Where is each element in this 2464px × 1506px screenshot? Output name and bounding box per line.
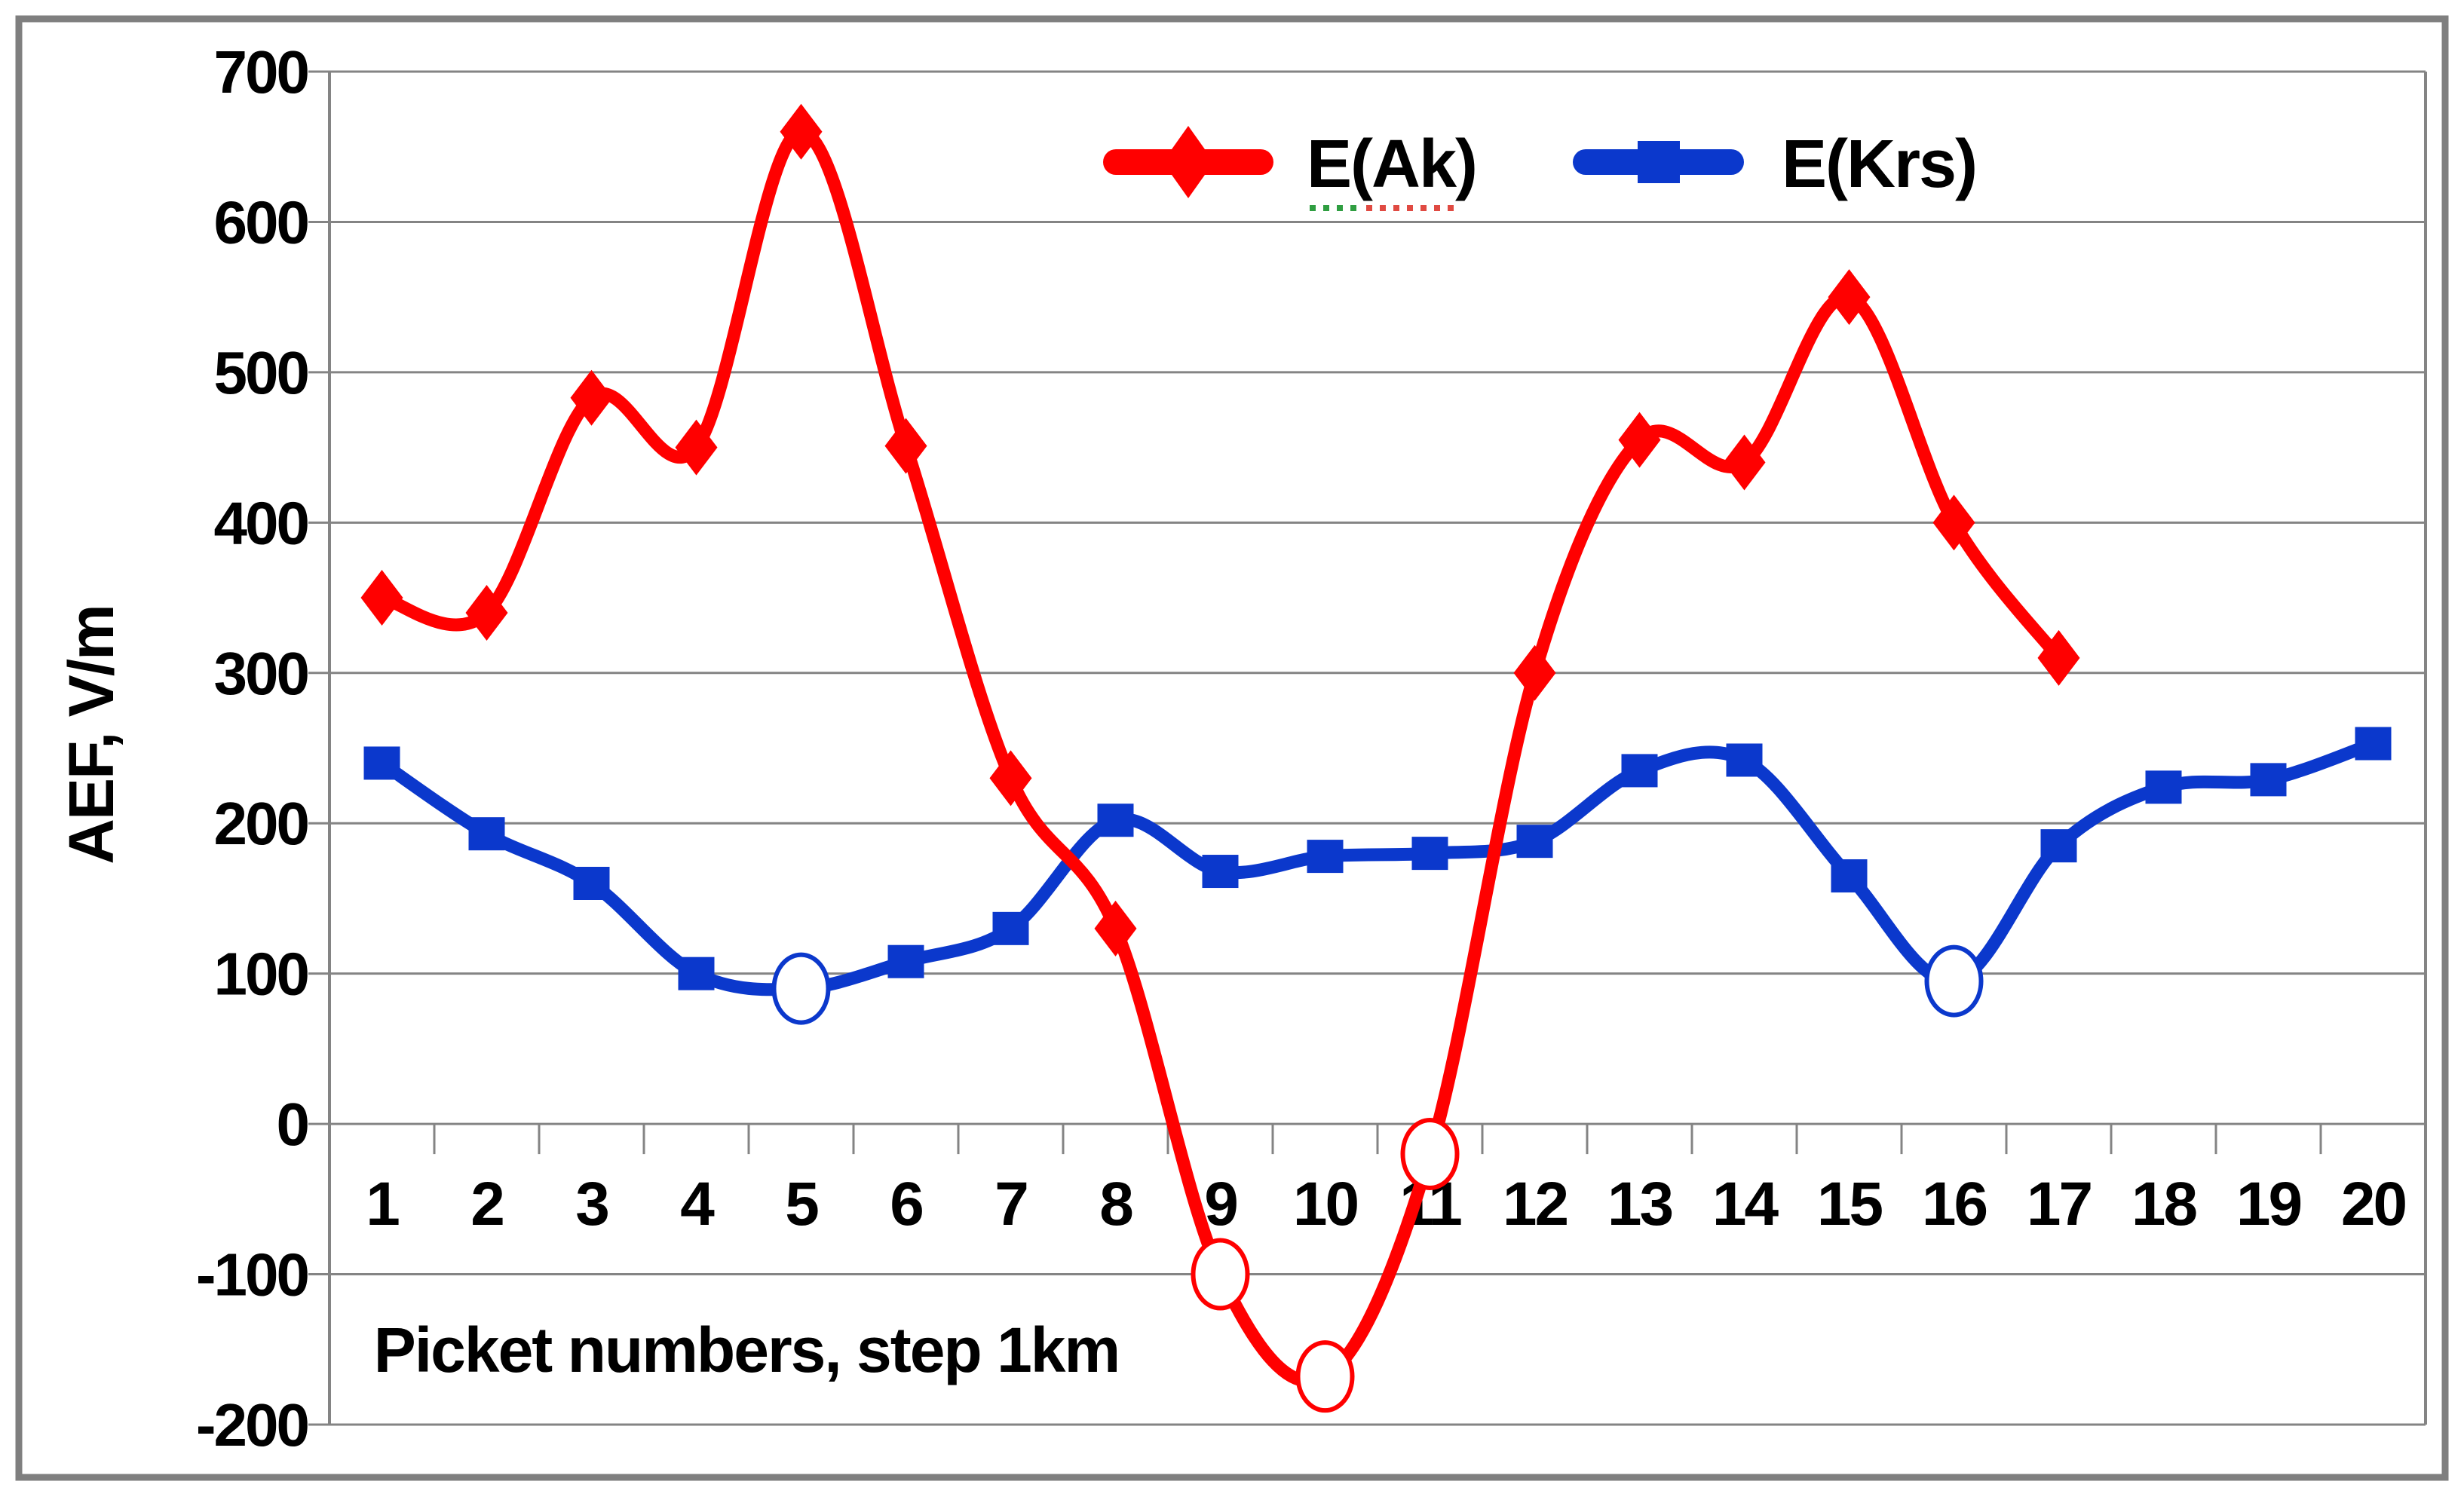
axes-and-ticks bbox=[308, 70, 2427, 1426]
x-axis-title: Picket numbers, step 1km bbox=[374, 1315, 1119, 1385]
x-tick-label-5: 5 bbox=[785, 1170, 818, 1238]
x-tick-label-3: 3 bbox=[575, 1170, 608, 1238]
x-tick-label-17: 17 bbox=[2027, 1170, 2091, 1238]
square-marker-point-15 bbox=[1831, 859, 1868, 893]
series-e-krs bbox=[363, 727, 2392, 1025]
square-marker-point-13 bbox=[1621, 754, 1658, 788]
square-marker-point-9 bbox=[1202, 855, 1239, 889]
legend: E(Ak) E(Krs) bbox=[1103, 126, 1978, 211]
y-tick-label-500: 500 bbox=[214, 339, 308, 406]
x-tick-label-19: 19 bbox=[2236, 1170, 2301, 1238]
x-tick-label-2: 2 bbox=[470, 1170, 503, 1238]
y-axis-tick-labels: 700 600 500 400 300 200 100 0 -100 -200 bbox=[196, 38, 311, 1459]
square-marker-point-19 bbox=[2250, 763, 2287, 797]
y-tick-label-200: 200 bbox=[214, 790, 308, 857]
square-marker-point-17 bbox=[2040, 829, 2077, 863]
diamond-marker-point-3 bbox=[570, 369, 613, 426]
diamond-marker-point-4 bbox=[675, 419, 718, 476]
open-circle-marker-point-10 bbox=[1295, 1340, 1355, 1413]
x-tick-label-4: 4 bbox=[680, 1170, 715, 1238]
square-marker-point-12 bbox=[1516, 825, 1553, 859]
square-marker-point-20 bbox=[2355, 727, 2392, 761]
legend-item-e-ak: E(Ak) bbox=[1103, 126, 1478, 211]
diamond-marker-point-2 bbox=[465, 585, 508, 641]
square-marker-point-11 bbox=[1411, 837, 1448, 871]
x-tick-label-20: 20 bbox=[2341, 1170, 2406, 1238]
diamond-marker-point-12 bbox=[1513, 644, 1556, 701]
y-tick-label-100: 100 bbox=[214, 941, 308, 1008]
diamond-marker-point-16 bbox=[1932, 494, 1975, 551]
diamond-marker-point-6 bbox=[884, 418, 927, 474]
x-tick-label-7: 7 bbox=[994, 1170, 1027, 1238]
legend-item-e-krs: E(Krs) bbox=[1573, 127, 1978, 202]
square-marker-point-8 bbox=[1097, 804, 1134, 837]
square-marker-point-18 bbox=[2145, 770, 2182, 804]
legend-square-marker-e-krs bbox=[1638, 141, 1680, 183]
diamond-marker-point-15 bbox=[1828, 269, 1871, 326]
diamond-marker-point-7 bbox=[989, 750, 1032, 807]
y-tick-label-300: 300 bbox=[214, 640, 308, 707]
open-circle-marker-point-9 bbox=[1191, 1238, 1250, 1311]
open-circle-marker-point-5 bbox=[771, 952, 831, 1025]
x-tick-label-9: 9 bbox=[1204, 1170, 1237, 1238]
square-marker-point-6 bbox=[887, 944, 924, 978]
diamond-marker-point-8 bbox=[1094, 900, 1137, 957]
open-circle-marker-point-16 bbox=[1924, 944, 1984, 1018]
x-tick-label-13: 13 bbox=[1607, 1170, 1672, 1238]
square-marker-point-1 bbox=[363, 746, 400, 780]
legend-label-e-ak: E(Ak) bbox=[1307, 127, 1476, 202]
x-tick-label-10: 10 bbox=[1293, 1170, 1358, 1238]
diamond-marker-point-17 bbox=[2037, 629, 2080, 686]
square-marker-point-3 bbox=[573, 867, 610, 900]
x-tick-label-8: 8 bbox=[1099, 1170, 1132, 1238]
y-tick-label-400: 400 bbox=[214, 489, 308, 556]
legend-label-e-krs: E(Krs) bbox=[1782, 127, 1976, 202]
legend-diamond-marker-e-ak bbox=[1163, 126, 1214, 198]
x-tick-label-12: 12 bbox=[1503, 1170, 1568, 1238]
y-tick-label--100: -100 bbox=[196, 1241, 308, 1309]
square-marker-point-10 bbox=[1307, 840, 1344, 874]
square-marker-point-7 bbox=[992, 911, 1029, 945]
x-tick-label-15: 15 bbox=[1817, 1170, 1883, 1238]
y-tick-label-700: 700 bbox=[214, 38, 308, 106]
x-tick-label-18: 18 bbox=[2131, 1170, 2197, 1238]
x-tick-label-16: 16 bbox=[1922, 1170, 1987, 1238]
diamond-marker-point-14 bbox=[1723, 434, 1766, 491]
diamond-marker-point-5 bbox=[780, 103, 823, 160]
y-tick-label-0: 0 bbox=[277, 1091, 308, 1158]
y-tick-label--200: -200 bbox=[196, 1391, 308, 1459]
series-e-ak bbox=[360, 103, 2080, 1413]
x-tick-label-14: 14 bbox=[1712, 1170, 1779, 1238]
diamond-marker-point-1 bbox=[360, 570, 403, 626]
square-marker-point-4 bbox=[678, 957, 715, 990]
square-marker-point-2 bbox=[468, 817, 505, 851]
square-marker-point-14 bbox=[1726, 743, 1763, 777]
figure-border bbox=[15, 15, 2449, 1481]
y-axis-title: AEF, V/m bbox=[56, 605, 127, 864]
x-tick-label-6: 6 bbox=[890, 1170, 922, 1238]
open-circle-marker-point-11 bbox=[1400, 1118, 1460, 1190]
x-axis-tick-labels: 1 2 3 4 5 6 7 8 9 10 11 12 13 14 15 16 17 18 19 20 bbox=[366, 1170, 2407, 1238]
y-tick-label-600: 600 bbox=[214, 188, 308, 256]
diamond-marker-point-13 bbox=[1618, 412, 1661, 468]
x-tick-label-1: 1 bbox=[366, 1170, 399, 1238]
